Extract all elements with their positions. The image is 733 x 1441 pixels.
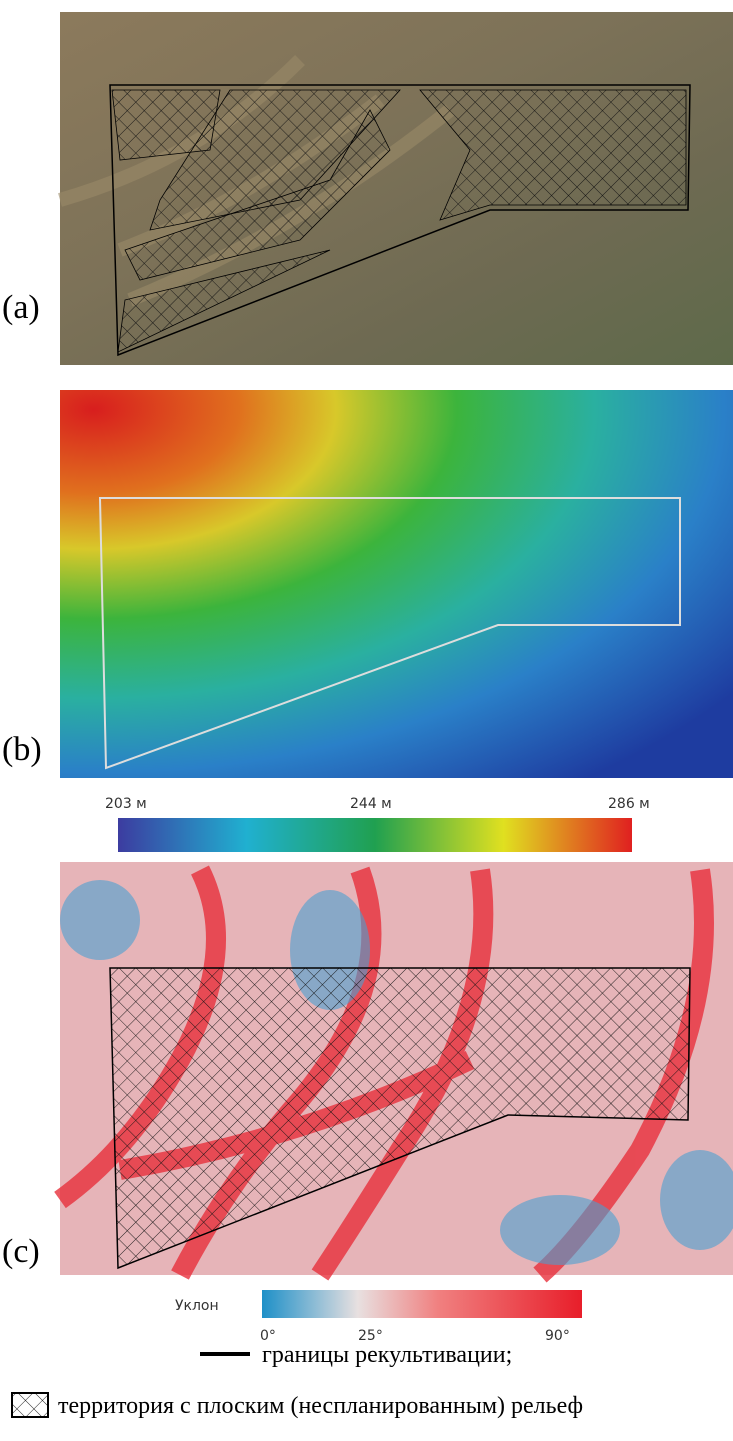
slope-colorbar	[262, 1290, 582, 1318]
panel-label: (b)	[2, 731, 42, 768]
legend-text: территория с плоским (неспланированным) …	[58, 1393, 583, 1419]
figure: (a) (b) (c) 203 м 244 м 286 м Уклон 0° 2…	[0, 0, 733, 1441]
colorbar-label: 286 м	[608, 796, 650, 812]
panel-label: (a)	[2, 289, 40, 326]
panel-label: (c)	[2, 1233, 40, 1270]
colorbar-label: 90°	[545, 1328, 570, 1344]
colorbar-label: 203 м	[105, 796, 147, 812]
colorbar-title: Уклон	[175, 1298, 219, 1314]
hatch-symbol	[12, 1393, 48, 1417]
legend-text: границы рекультивации;	[262, 1342, 512, 1368]
colorbar-label: 244 м	[350, 796, 392, 812]
elevation-colorbar	[118, 818, 632, 852]
elevation-map	[60, 390, 733, 778]
